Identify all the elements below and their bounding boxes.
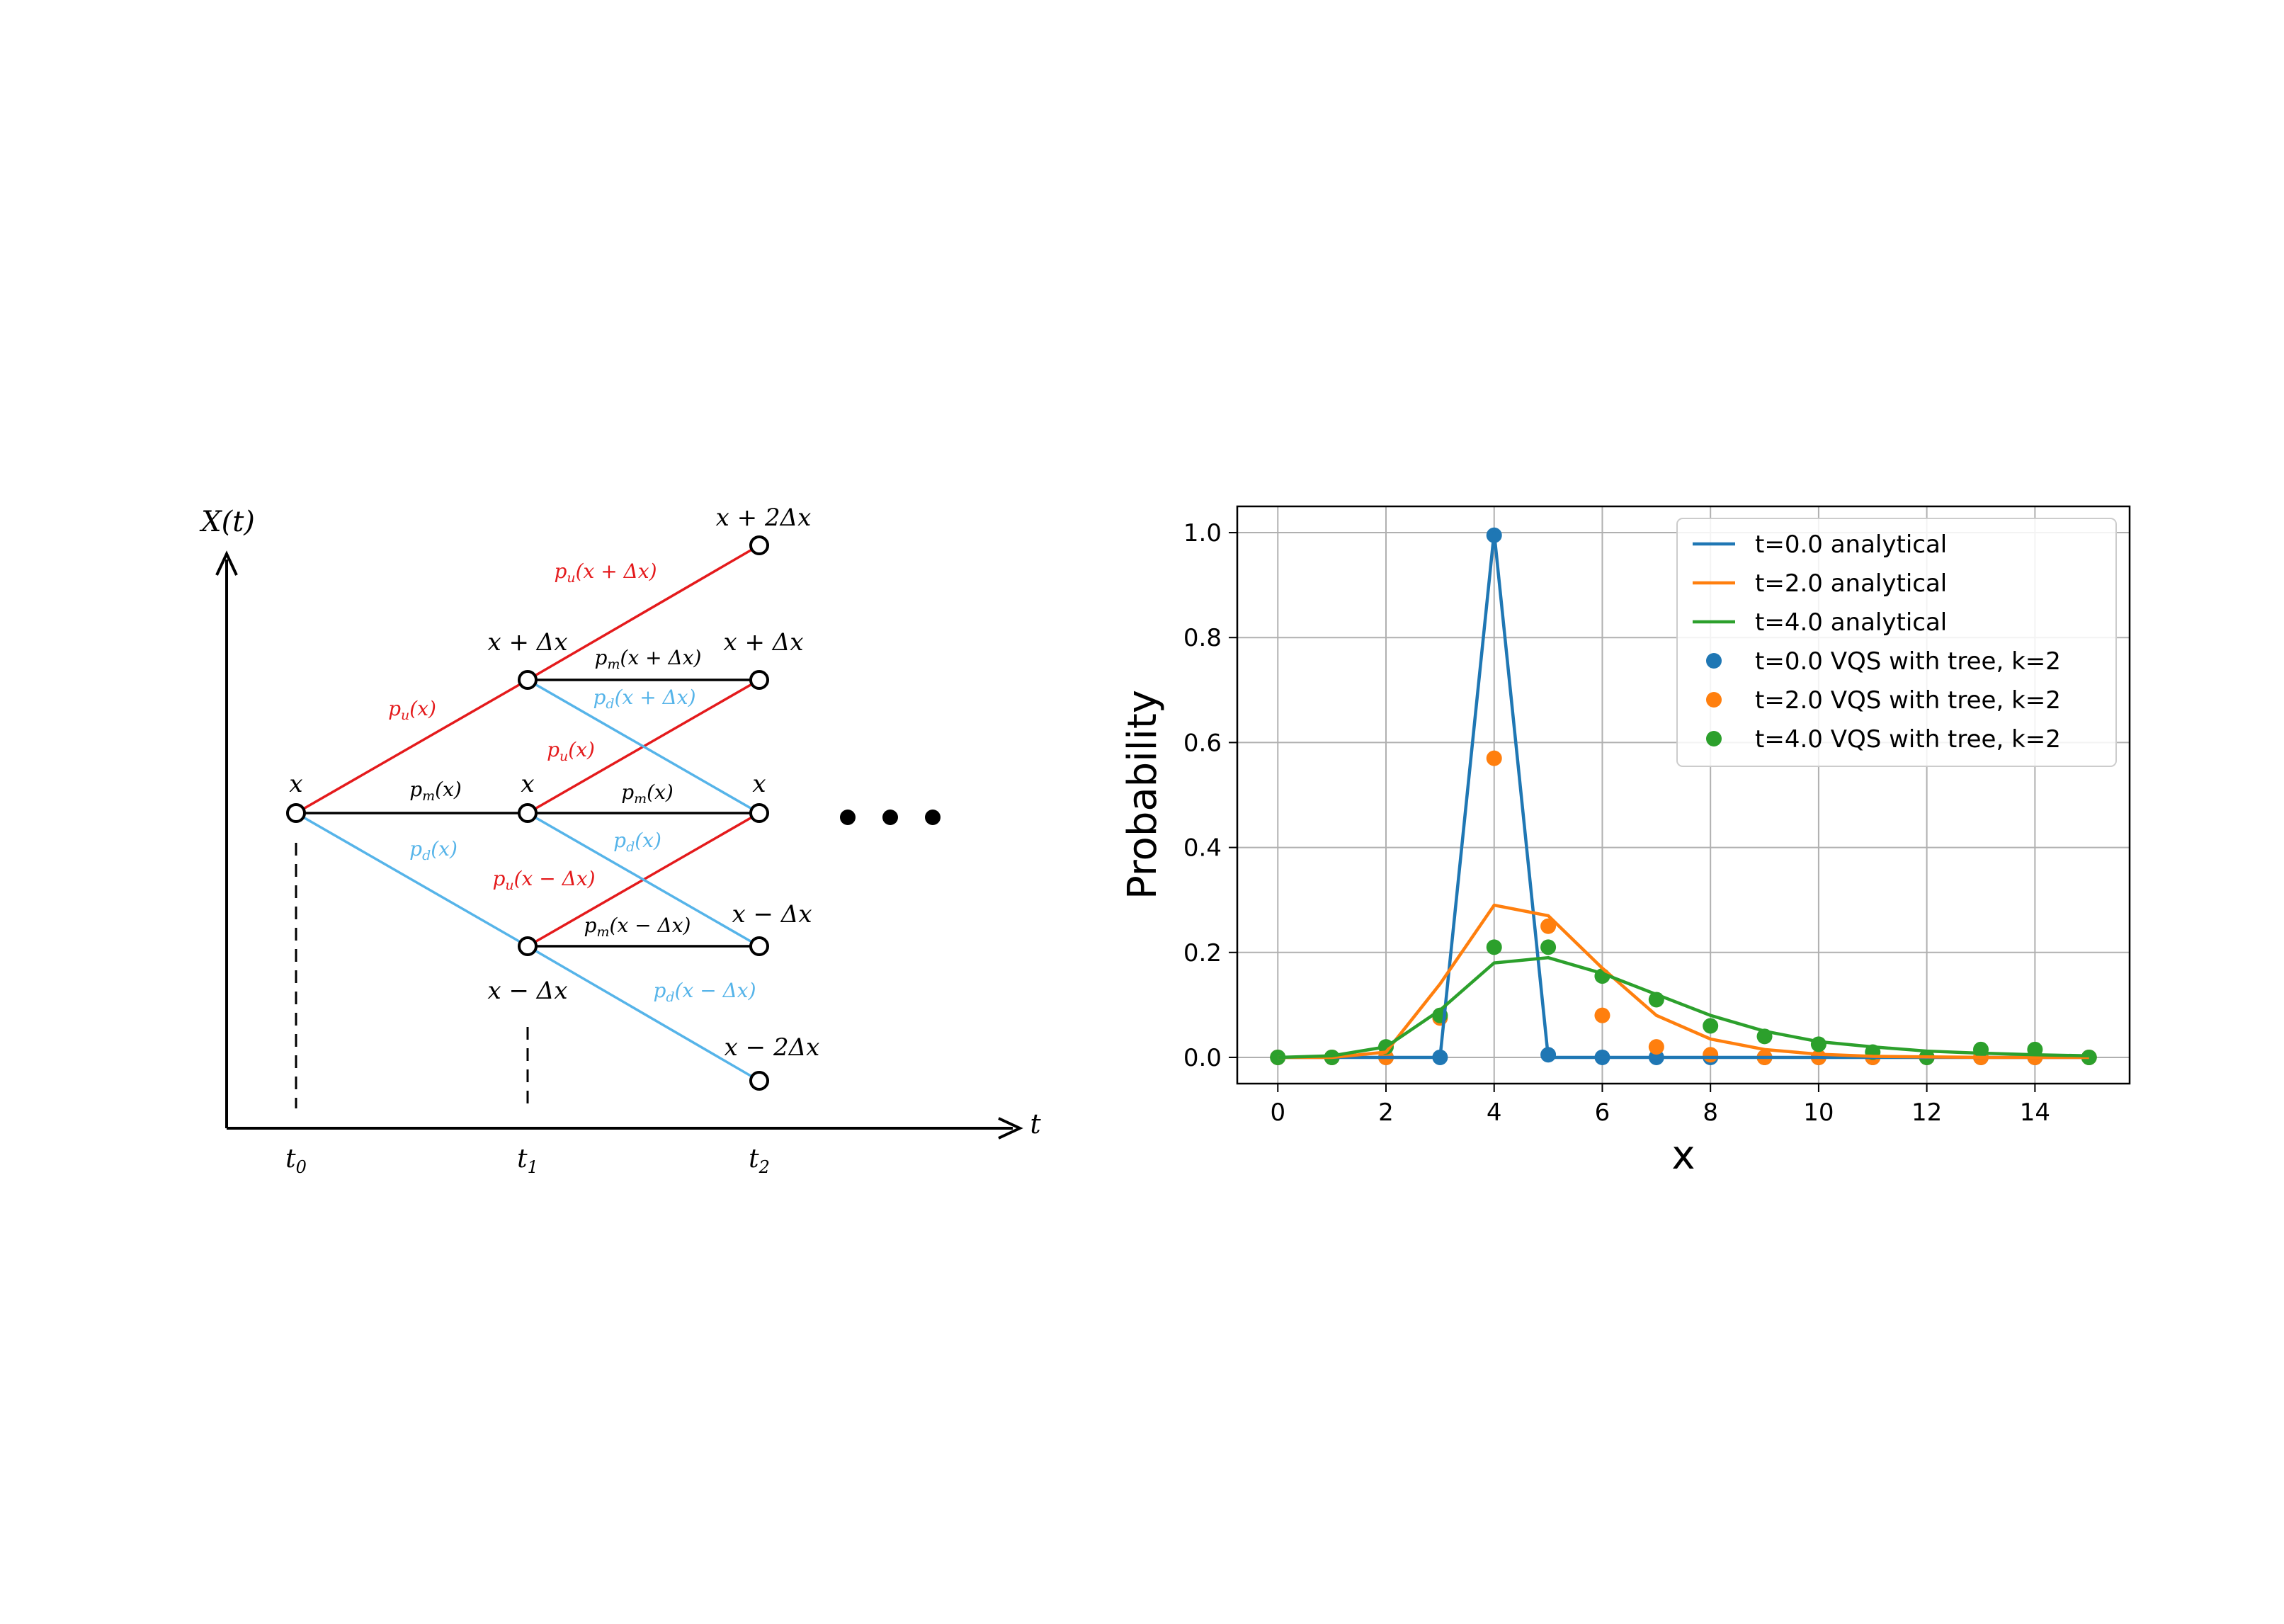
scatter-point (1810, 1036, 1826, 1052)
legend-dot-marker (1706, 692, 1722, 708)
node-label-x-minus-dx-t1: x − Δx (487, 977, 567, 1005)
scatter-point (1648, 1039, 1664, 1055)
legend-label: t=2.0 analytical (1755, 569, 1947, 598)
node-t0-x (286, 803, 306, 823)
node-label-x-t2: x (752, 770, 766, 798)
edge-label-pm-x-plus-dx: pm(x + Δx) (595, 646, 702, 672)
node-t2-xplus (749, 670, 769, 690)
tree-y-axis-arrow (215, 550, 238, 576)
x-tick-label: 14 (2020, 1098, 2050, 1127)
time-label-t1: t1 (517, 1145, 538, 1177)
scatter-point (1540, 918, 1557, 934)
edge-label-pd-x-t0: pd(x) (409, 837, 458, 863)
legend-label: t=2.0 VQS with tree, k=2 (1755, 686, 2061, 715)
edge-down-t1-xplus (527, 678, 760, 814)
edge-label-pm-x-minus-dx: pm(x − Δx) (584, 914, 691, 940)
ellipsis-dot-3 (925, 810, 941, 825)
edge-down-t0-x (295, 812, 528, 948)
legend-dot-marker (1706, 731, 1722, 746)
chart-ticks: 0 2 4 6 8 10 12 14 0.0 0.2 0.4 0.6 0.8 1.0 (1183, 519, 2050, 1127)
chart-x-axis-label: x (1671, 1132, 1695, 1179)
time-label-t0: t0 (285, 1145, 307, 1177)
edge-up-t0-x (295, 678, 528, 814)
node-t2-x (749, 803, 769, 823)
node-label-x-minus-2dx: x − 2Δx (725, 1033, 820, 1062)
ellipsis-dot-2 (882, 810, 898, 825)
tree-x-axis-label: t (1030, 1108, 1041, 1140)
tree-x-axis-arrow (998, 1117, 1023, 1140)
node-t1-xminus (518, 936, 538, 956)
y-tick-label: 0.8 (1183, 624, 1222, 652)
x-tick-label: 8 (1703, 1098, 1718, 1127)
legend-label: t=4.0 analytical (1755, 608, 1947, 637)
time-label-t2: t2 (749, 1145, 770, 1177)
edge-up-t1-xplus (527, 544, 760, 681)
edge-label-pu-x-t0: pu(x) (388, 697, 436, 723)
node-label-x-t0: x (289, 770, 302, 798)
legend-label: t=4.0 VQS with tree, k=2 (1755, 725, 2061, 754)
scatter-point (1973, 1041, 1989, 1057)
tree-y-axis-label: X(t) (199, 506, 255, 538)
y-tick-label: 0.2 (1183, 939, 1222, 967)
node-t2-xminus (749, 936, 769, 956)
node-t2-xminus2 (749, 1071, 769, 1091)
node-label-x-plus-dx-t2: x + Δx (723, 628, 803, 657)
edge-label-pd-x-minus-dx: pd(x − Δx) (653, 979, 756, 1005)
ellipsis-dot-1 (840, 810, 856, 825)
scatter-point (1486, 750, 1502, 766)
y-tick-label: 0.6 (1183, 729, 1222, 757)
scatter-point (1703, 1018, 1719, 1034)
scatter-point (1486, 939, 1502, 955)
node-t2-xplus2 (749, 535, 769, 555)
legend-label: t=0.0 VQS with tree, k=2 (1755, 647, 2061, 676)
chart-series (1270, 527, 2097, 1065)
probability-chart: 0 2 4 6 8 10 12 14 0.0 0.2 0.4 0.6 0.8 1.0 x Probabil… (1120, 505, 2131, 1179)
edge-label-pu-x-minus-dx: pu(x − Δx) (492, 867, 595, 893)
series-line (1278, 903, 2089, 1060)
edge-label-pu-x-plus-dx: pu(x + Δx) (554, 560, 657, 586)
edge-label-pu-x-t1: pu(x) (547, 738, 595, 764)
y-tick-label: 0.0 (1183, 1044, 1222, 1072)
plot-frame (1236, 505, 2131, 1085)
chart-legend: t=0.0 analytical t=2.0 analytical t=4.0 an… (1676, 518, 2117, 767)
edge-label-pm-x-t1: pm(x) (621, 780, 674, 807)
tree-diagram: X(t) t t0 t1 t2 x + 2Δx (199, 504, 1041, 1177)
legend-box (1676, 518, 2117, 767)
node-label-x-t1: x (521, 770, 534, 798)
x-tick-label: 4 (1487, 1098, 1502, 1127)
x-tick-label: 10 (1803, 1098, 1834, 1127)
scatter-point (1540, 939, 1557, 955)
y-tick-label: 0.4 (1183, 834, 1222, 863)
scatter-point (1703, 1047, 1719, 1063)
scatter-point (1594, 1007, 1610, 1023)
node-t1-xplus (518, 670, 538, 690)
legend-dot-marker (1706, 653, 1722, 669)
node-label-x-plus-2dx: x + 2Δx (716, 504, 812, 532)
series-line (1278, 955, 2089, 1060)
node-t1-x (518, 803, 538, 823)
y-tick-label: 1.0 (1183, 519, 1222, 547)
edge-down-t1-x (527, 812, 760, 948)
edge-label-pd-x-plus-dx: pd(x + Δx) (593, 686, 695, 712)
edge-down-t1-xminus (527, 945, 760, 1082)
x-tick-label: 12 (1911, 1098, 1942, 1127)
edge-label-pd-x-t1: pd(x) (613, 829, 661, 855)
chart-y-axis-label: Probability (1120, 690, 1166, 899)
node-label-x-minus-dx-t2: x − Δx (732, 900, 812, 929)
edge-label-pm-x-t0: pm(x) (409, 778, 462, 804)
x-tick-label: 0 (1270, 1098, 1285, 1127)
x-tick-label: 6 (1595, 1098, 1610, 1127)
x-tick-label: 2 (1378, 1098, 1394, 1127)
legend-label: t=0.0 analytical (1755, 530, 1947, 559)
node-label-x-plus-dx-t1: x + Δx (487, 628, 567, 657)
